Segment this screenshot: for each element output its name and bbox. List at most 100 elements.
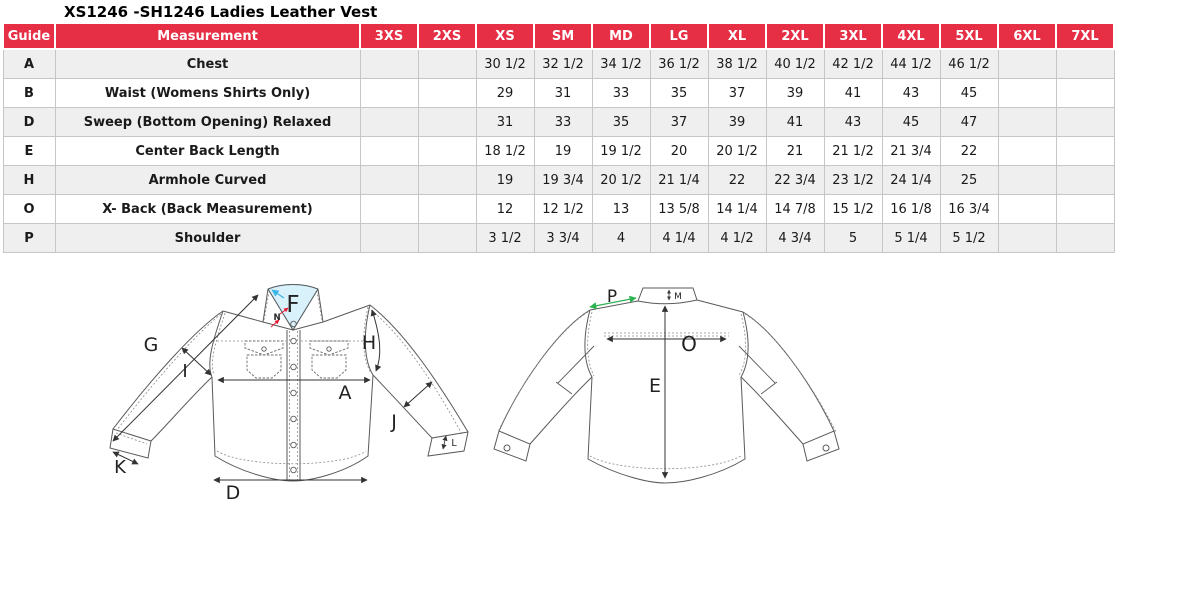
value-cell [1055, 165, 1115, 195]
measurement-cell: Chest [54, 48, 361, 79]
value-cell: 46 1/2 [939, 48, 999, 79]
value-cell: 37 [707, 78, 767, 108]
front-measure-arrows [112, 294, 448, 484]
label-d: D [226, 482, 241, 504]
value-cell: 25 [939, 165, 999, 195]
value-cell [359, 136, 419, 166]
value-cell: 43 [823, 107, 883, 137]
measure-line-k [112, 451, 139, 465]
value-cell: 21 [765, 136, 825, 166]
table-row: A Chest 30 1/2 32 1/2 34 1/2 36 1/2 38 1/2 40 1… [2, 48, 1115, 79]
value-cell: 33 [533, 107, 593, 137]
table-row: B Waist (Womens Shirts Only) 29 31 33 35 37 39 4… [2, 78, 1115, 108]
measurement-cell: Shoulder [54, 223, 361, 253]
guide-cell: O [2, 194, 56, 224]
value-cell: 22 3/4 [765, 165, 825, 195]
measurement-cell: Sweep (Bottom Opening) Relaxed [54, 107, 361, 137]
value-cell: 13 5/8 [649, 194, 709, 224]
table-row: P Shoulder 3 1/2 3 3/4 4 4 1/4 4 1/2 4 3/4 5 5 1/… [2, 223, 1115, 253]
value-cell [997, 136, 1057, 166]
column-header-7xl: 7XL [1055, 22, 1115, 50]
front-pockets [244, 340, 349, 379]
value-cell: 18 1/2 [475, 136, 535, 166]
value-cell [997, 107, 1057, 137]
measurement-cell: X- Back (Back Measurement) [54, 194, 361, 224]
guide-cell: A [2, 48, 56, 79]
value-cell [359, 194, 419, 224]
measurement-cell: Armhole Curved [54, 165, 361, 195]
value-cell: 20 1/2 [707, 136, 767, 166]
value-cell: 20 [649, 136, 709, 166]
back-view-diagram: P M O E [493, 287, 840, 484]
column-header-2xl: 2XL [765, 22, 825, 50]
column-header-md: MD [591, 22, 651, 50]
value-cell [359, 48, 419, 79]
label-e: E [649, 375, 661, 397]
value-cell: 5 1/2 [939, 223, 999, 253]
page-title: XS1246 -SH1246 Ladies Leather Vest [64, 3, 378, 21]
value-cell: 44 1/2 [881, 48, 941, 79]
neck-marks [270, 307, 289, 328]
value-cell: 19 [475, 165, 535, 195]
value-cell: 21 3/4 [881, 136, 941, 166]
value-cell [359, 223, 419, 253]
measurement-cell: Center Back Length [54, 136, 361, 166]
column-header-measurement: Measurement [54, 22, 361, 50]
value-cell: 16 3/4 [939, 194, 999, 224]
value-cell: 38 1/2 [707, 48, 767, 79]
column-header-3xs: 3XS [359, 22, 419, 50]
value-cell [417, 194, 477, 224]
size-chart-body: A Chest 30 1/2 32 1/2 34 1/2 36 1/2 38 1/2 40 1… [2, 48, 1115, 253]
value-cell: 16 1/8 [881, 194, 941, 224]
value-cell: 5 [823, 223, 883, 253]
value-cell: 32 1/2 [533, 48, 593, 79]
column-header-4xl: 4XL [881, 22, 941, 50]
value-cell [1055, 78, 1115, 108]
label-n: N [273, 313, 280, 323]
measure-line-h [370, 309, 382, 372]
value-cell: 45 [939, 78, 999, 108]
value-cell: 4 [591, 223, 651, 253]
column-header-xl: XL [707, 22, 767, 50]
guide-cell: H [2, 165, 56, 195]
value-cell: 23 1/2 [823, 165, 883, 195]
value-cell [1055, 194, 1115, 224]
value-cell: 33 [591, 78, 651, 108]
value-cell: 41 [823, 78, 883, 108]
label-h: H [362, 332, 376, 354]
column-header-guide: Guide [2, 22, 56, 50]
value-cell: 35 [591, 107, 651, 137]
label-g: G [144, 334, 159, 356]
value-cell: 4 3/4 [765, 223, 825, 253]
value-cell [997, 194, 1057, 224]
guide-cell: B [2, 78, 56, 108]
value-cell: 19 3/4 [533, 165, 593, 195]
value-cell [1055, 136, 1115, 166]
measurement-cell: Waist (Womens Shirts Only) [54, 78, 361, 108]
value-cell: 21 1/4 [649, 165, 709, 195]
value-cell [417, 223, 477, 253]
front-buttons [261, 320, 332, 474]
value-cell: 41 [765, 107, 825, 137]
measure-line-i [181, 347, 212, 376]
value-cell: 14 7/8 [765, 194, 825, 224]
value-cell [1055, 48, 1115, 79]
column-header-3xl: 3XL [823, 22, 883, 50]
column-header-5xl: 5XL [939, 22, 999, 50]
value-cell [997, 78, 1057, 108]
column-header-xs: XS [475, 22, 535, 50]
header-row: Guide Measurement 3XS 2XS XS SM MD LG XL… [2, 22, 1115, 50]
value-cell [359, 165, 419, 195]
value-cell: 45 [881, 107, 941, 137]
value-cell: 19 [533, 136, 593, 166]
value-cell: 12 1/2 [533, 194, 593, 224]
value-cell: 37 [649, 107, 709, 137]
guide-cell: E [2, 136, 56, 166]
value-cell [997, 165, 1057, 195]
label-a: A [339, 382, 352, 404]
value-cell: 3 1/2 [475, 223, 535, 253]
table-row: D Sweep (Bottom Opening) Relaxed 31 33 35 37 3… [2, 107, 1115, 137]
value-cell: 14 1/4 [707, 194, 767, 224]
value-cell [1055, 223, 1115, 253]
